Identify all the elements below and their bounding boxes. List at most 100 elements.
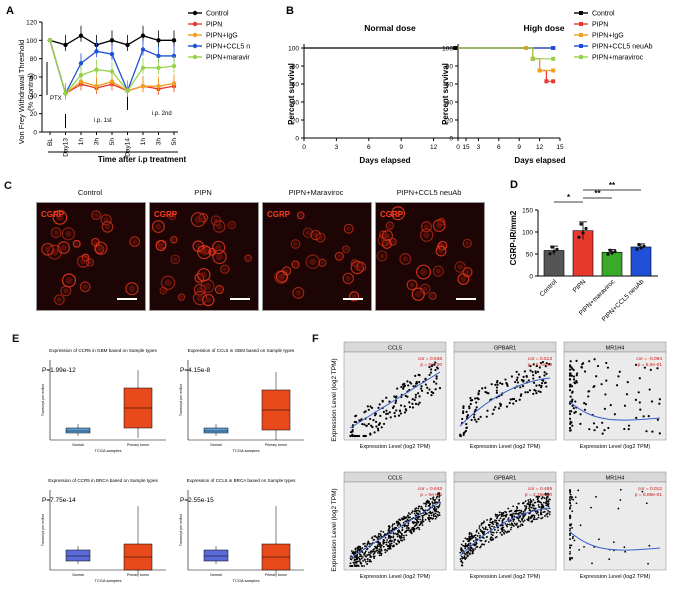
- scatter-point: [395, 520, 398, 523]
- scatter-point: [424, 518, 427, 521]
- scatter-point: [645, 502, 648, 505]
- scatter-point: [364, 560, 367, 563]
- scatter-point: [367, 408, 370, 411]
- scatter-point: [605, 361, 608, 365]
- scatter-point: [389, 539, 392, 542]
- scatter-point: [518, 502, 520, 505]
- scatter-point: [618, 370, 621, 373]
- scatter-point: [635, 416, 638, 419]
- group-label: Primary tumor: [265, 573, 288, 577]
- scatter-point: [469, 548, 472, 551]
- scatter-point: [511, 515, 514, 518]
- scatter-point: [434, 501, 437, 504]
- scatter-point: [485, 391, 489, 394]
- neuron-cell: [342, 245, 350, 254]
- x-axis-label: TCGA samples: [95, 578, 122, 583]
- scatter-point: [373, 551, 376, 554]
- scatter-point: [475, 406, 478, 409]
- y-axis-label: Transcript per million: [179, 384, 183, 416]
- scatter-point: [485, 415, 488, 418]
- scatter-point: [538, 366, 541, 369]
- scatter-point: [433, 363, 436, 366]
- scatter-point: [511, 398, 514, 401]
- scatter-point: [634, 398, 638, 401]
- scatter-point: [568, 368, 572, 371]
- scatter-point: [418, 401, 421, 404]
- scatter-point: [391, 525, 394, 527]
- scatter-point: [369, 405, 372, 408]
- scatter-point: [624, 550, 627, 553]
- scatter-point: [423, 509, 425, 512]
- scatter-point: [396, 387, 399, 390]
- scatter-point: [415, 509, 418, 512]
- scatter-point: [369, 552, 372, 555]
- scatter-point: [526, 391, 529, 394]
- neuron-cell-body: [465, 269, 470, 275]
- scatter-point: [353, 565, 356, 567]
- scatter-point: [540, 505, 543, 508]
- scatter-point: [532, 363, 535, 366]
- neuron-cell-body: [305, 230, 311, 236]
- scatter-point: [430, 368, 433, 371]
- scatter-point: [512, 402, 515, 405]
- scatter-point: [390, 529, 392, 532]
- scatter-point: [491, 531, 494, 534]
- legend-marker: [192, 32, 198, 38]
- scatter-point: [360, 562, 363, 565]
- scatter-point: [360, 565, 363, 567]
- scatter-point: [381, 399, 384, 403]
- scatter-point: [568, 429, 572, 432]
- data-point: [171, 63, 177, 69]
- neuron-cell: [220, 264, 230, 274]
- scatter-point: [477, 532, 480, 535]
- scatter-point: [397, 539, 400, 542]
- scatter-point: [656, 367, 659, 370]
- scatter-point: [412, 522, 415, 525]
- scatter-point: [568, 364, 572, 367]
- y-tick-label: 60: [446, 82, 454, 89]
- facet-strip-label: MR1H4: [606, 346, 625, 352]
- scatter-point: [379, 414, 382, 417]
- p-value-label: p = 2.29e-50: [525, 492, 552, 498]
- scatter-point: [424, 377, 427, 380]
- scatter-point: [460, 561, 463, 563]
- scatter-point: [416, 520, 418, 523]
- correlation-label: cor = 0.513: [528, 356, 552, 362]
- scatter-point: [424, 383, 427, 386]
- neuron-cell-body: [217, 287, 222, 292]
- neuron-cell-body: [457, 264, 464, 270]
- scatter-point: [495, 386, 499, 389]
- neuron-cell-body: [200, 248, 208, 256]
- scatter-point: [389, 545, 392, 548]
- scatter-point: [519, 515, 522, 518]
- scatter-point: [460, 543, 463, 546]
- bar: [601, 251, 623, 277]
- group-label: Primary tumor: [127, 573, 150, 577]
- scatter-point: [379, 542, 382, 544]
- scatter-point: [542, 506, 545, 509]
- scatter-point: [399, 539, 402, 542]
- scatter-point: [545, 498, 548, 501]
- neuron-cell: [190, 212, 206, 228]
- neuron-cell-body: [278, 273, 285, 280]
- scatter-point: [382, 531, 385, 533]
- scatter-point: [352, 561, 355, 564]
- scatter-point: [464, 537, 467, 540]
- significance-stars: **: [609, 181, 616, 190]
- scatter-point: [499, 404, 502, 407]
- scatter-point: [400, 534, 403, 537]
- scatter-point: [478, 389, 481, 393]
- data-dot: [581, 231, 585, 235]
- scatter-point: [366, 563, 369, 565]
- scatter-point: [438, 492, 441, 495]
- neuron-cell-body: [409, 282, 415, 288]
- scatter-point: [543, 374, 546, 377]
- scatter-point: [386, 412, 390, 415]
- scatter-point: [462, 550, 465, 552]
- scatter-point: [355, 434, 358, 438]
- scatter-point: [488, 526, 491, 529]
- scatter-point: [353, 563, 356, 566]
- scatter-point: [484, 527, 487, 530]
- neuron-cell-body: [74, 241, 79, 246]
